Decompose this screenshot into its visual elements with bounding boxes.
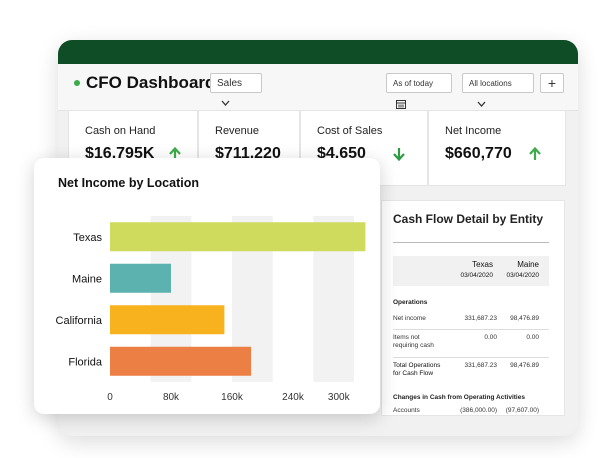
as-of-date-label: As of today xyxy=(393,79,434,88)
row-value-texas: 331,687.23 xyxy=(464,315,497,322)
kpi-label: Net Income xyxy=(445,125,502,137)
category-label: Maine xyxy=(72,273,102,285)
row-name: Accounts xyxy=(393,407,420,414)
table-row: Items not requiring cash 0.00 0.00 xyxy=(393,329,549,356)
column-header-maine: Maine xyxy=(517,260,539,269)
locations-select-label: All locations xyxy=(469,79,512,88)
cash-flow-title: Cash Flow Detail by Entity xyxy=(393,212,544,226)
row-value-maine: 98,476.89 xyxy=(510,315,539,322)
net-income-chart-card: Net Income by Location Texas Maine Califor… xyxy=(34,158,380,414)
category-label: Texas xyxy=(73,232,102,244)
cash-flow-table-header: Texas 03/04/2020 Maine 03/04/2020 xyxy=(393,256,549,286)
x-tick-label: 300k xyxy=(328,392,351,403)
x-tick-label: 160k xyxy=(221,392,244,403)
kpi-value: $4,650 xyxy=(317,145,366,162)
row-value-texas: (386,000.00) xyxy=(460,407,497,414)
kpi-value: $660,770 xyxy=(445,145,512,162)
bar-california xyxy=(110,305,225,335)
row-value-texas: 0.00 xyxy=(484,334,497,341)
cash-flow-panel: Cash Flow Detail by Entity Texas 03/04/2… xyxy=(381,200,565,416)
row-value-maine: (97,607.00) xyxy=(505,407,539,414)
row-value-maine: 98,476.89 xyxy=(510,362,539,369)
arrow-up-icon xyxy=(529,147,541,160)
kpi-value: $16,795K xyxy=(85,145,155,162)
sales-select-label: Sales xyxy=(217,78,243,89)
add-widget-button[interactable]: + xyxy=(540,73,564,93)
net-income-bar-chart: Texas Maine California Florida 0 80k 160k 240k 3… xyxy=(56,216,366,403)
row-name: Items not requiring cash xyxy=(393,334,434,349)
kpi-label: Revenue xyxy=(215,125,260,137)
chart-title: Net Income by Location xyxy=(58,176,199,190)
bar-texas xyxy=(110,222,366,252)
table-row: Total Operations for Cash Flow 331,687.2… xyxy=(393,357,549,384)
kpi-label: Cost of Sales xyxy=(317,125,383,137)
chevron-down-icon xyxy=(221,100,230,107)
row-value-maine: 0.00 xyxy=(526,334,539,341)
column-date-maine: 03/04/2020 xyxy=(506,272,539,279)
kpi-card-net-income[interactable]: Net Income $660,770 xyxy=(428,110,566,186)
chevron-down-icon xyxy=(477,101,486,107)
column-date-texas: 03/04/2020 xyxy=(460,272,493,279)
row-name: Net income xyxy=(393,315,426,322)
table-row: Accounts (386,000.00) (97,607.00) xyxy=(393,403,549,417)
top-bar xyxy=(58,40,578,64)
divider xyxy=(393,242,549,243)
category-label: California xyxy=(56,315,103,327)
column-header-texas: Texas xyxy=(472,260,493,269)
as-of-date-select[interactable]: As of today xyxy=(386,73,452,109)
kpi-cards: Cash on Hand $16,795K Revenue $711,220 C… xyxy=(68,110,566,188)
sales-select[interactable]: Sales xyxy=(210,73,262,107)
page-title: CFO Dashboard xyxy=(86,73,216,92)
x-tick-label: 0 xyxy=(107,392,113,403)
table-row: Net income 331,687.23 98,476.89 xyxy=(393,311,549,329)
kpi-value: $711,220 xyxy=(215,145,281,162)
row-value-texas: 331,687.23 xyxy=(464,362,497,369)
status-dot-icon xyxy=(74,80,80,86)
x-tick-label: 240k xyxy=(282,392,305,403)
row-name: Total Operations for Cash Flow xyxy=(393,362,441,377)
kpi-label: Cash on Hand xyxy=(85,125,156,137)
section-changes: Changes in Cash from Operating Activitie… xyxy=(393,394,525,401)
arrow-down-icon xyxy=(393,148,405,161)
x-tick-label: 80k xyxy=(163,392,180,403)
bar-florida xyxy=(110,346,252,376)
dashboard-header: CFO Dashboard Sales As of today All loca… xyxy=(58,64,578,111)
section-operations: Operations xyxy=(393,299,428,306)
locations-select[interactable]: All locations xyxy=(462,73,534,107)
calendar-icon xyxy=(396,99,406,109)
bar-maine xyxy=(110,263,171,293)
category-label: Florida xyxy=(68,356,103,368)
